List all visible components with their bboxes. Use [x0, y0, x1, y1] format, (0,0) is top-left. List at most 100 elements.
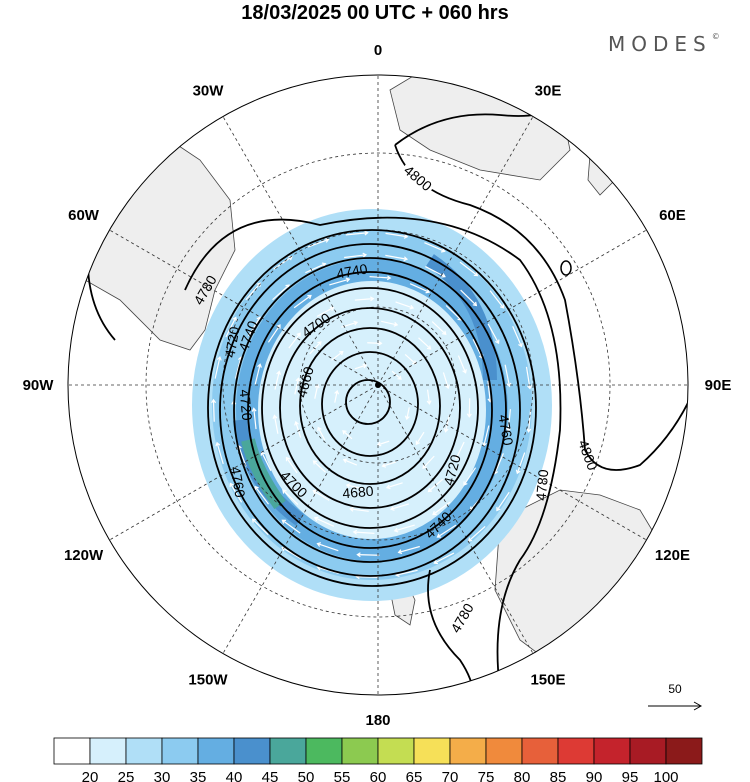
- colorbar-tick-label: 65: [406, 769, 423, 782]
- wind-vector: [356, 552, 380, 558]
- wind-vector: [385, 482, 403, 490]
- colorbar-swatch: [413, 737, 451, 765]
- wind-vector: [294, 420, 302, 438]
- south-pole-marker: [375, 382, 381, 388]
- wind-vector: [352, 529, 375, 535]
- wind-vector: [229, 482, 243, 503]
- wind-vector: [418, 337, 432, 350]
- wind-vector: [376, 440, 390, 447]
- wind-vector: [505, 409, 512, 433]
- wind-vector: [334, 389, 340, 403]
- wind-vector: [254, 485, 269, 505]
- colorbar-tick-label: 35: [190, 769, 207, 782]
- land-australia: [494, 489, 671, 671]
- colorbar-swatch: [521, 737, 559, 765]
- wind-vector: [317, 426, 326, 441]
- wind-vector: [466, 398, 472, 418]
- colorbar: 20 25 30 35 40 45 50 55 60 65 70 75 80 85 90 95 100: [53, 737, 703, 782]
- wind-vector: [354, 296, 375, 302]
- contour-label: 4680: [342, 483, 375, 502]
- wind-vector: [285, 456, 298, 474]
- colorbar-tick-label: 100: [653, 769, 678, 782]
- colorbar-tick-label: 30: [154, 769, 171, 782]
- meridian-labels: 0 30E 60E 90E 120E 150E 180 150W 120W 90W 60W 30W: [23, 42, 732, 729]
- contour-label: 4720: [237, 389, 256, 422]
- wind-vector: [504, 364, 512, 388]
- contour-label: 4740: [335, 260, 369, 281]
- wind-vector: [245, 282, 262, 301]
- copyright-mark: ©: [711, 32, 720, 41]
- land-south-america: [68, 139, 236, 351]
- map-title: 18/03/2025 00 UTC + 060 hrs: [241, 2, 509, 24]
- wind-vector: [367, 340, 383, 346]
- wind-vector: [281, 519, 301, 534]
- wind-vector: [288, 332, 301, 349]
- wind-vector: [345, 483, 363, 490]
- wind-vector: [267, 324, 281, 343]
- wind-vector: [312, 489, 330, 501]
- contour-label: 4720: [440, 453, 464, 487]
- wind-vector: [274, 370, 282, 390]
- contour-label: 4660: [293, 365, 317, 399]
- wind-vector: [385, 232, 409, 239]
- colorbar-tick-label: 20: [82, 769, 99, 782]
- contour-closed-high: [560, 260, 572, 276]
- colorbar-tick-label: 60: [370, 769, 387, 782]
- wind-vector: [496, 491, 510, 512]
- colorbar-tick-label: 80: [514, 769, 531, 782]
- wind-vector: [272, 414, 279, 434]
- wind-vector: [460, 289, 478, 307]
- wind-vector: [404, 407, 410, 421]
- reference-vector-label: 50: [668, 682, 682, 696]
- meridian-line: [377, 116, 534, 386]
- wind-vector: [225, 316, 237, 338]
- wind-vector: [312, 460, 326, 473]
- wind-vector: [512, 326, 523, 348]
- meridian-label: 180: [365, 712, 390, 729]
- colorbar-tick-label: 50: [298, 769, 315, 782]
- wind-vector: [293, 294, 312, 309]
- wind-vector: [331, 350, 344, 361]
- wind-vector: [397, 545, 420, 555]
- wind-vector: [467, 526, 486, 542]
- lat-lon-grid: [68, 75, 688, 695]
- colorbar-swatch: [269, 737, 307, 765]
- meridian-line: [377, 384, 534, 654]
- wind-vector: [526, 409, 532, 433]
- wind-vector: [381, 320, 399, 327]
- wind-vector: [273, 256, 293, 270]
- colorbar-tick-label: 95: [622, 769, 639, 782]
- wind-vector: [426, 389, 432, 405]
- wind-vector: [459, 261, 479, 277]
- wind-core-low: [302, 320, 442, 470]
- map-boundary: [67, 74, 689, 696]
- colorbar-swatch: [53, 737, 91, 765]
- land-africa: [389, 75, 571, 181]
- wind-vector: [251, 518, 269, 536]
- colorbar-tick-label: 55: [334, 769, 351, 782]
- wind-vector: [307, 238, 330, 248]
- meridian-line: [377, 229, 647, 386]
- wind-vector: [389, 503, 410, 511]
- contour-4690: [279, 307, 461, 509]
- map-disk: [68, 75, 688, 695]
- wind-vector: [457, 355, 467, 374]
- wind-vector: [431, 321, 447, 336]
- wind-vector: [487, 323, 500, 345]
- wind-vector: [433, 552, 455, 565]
- wind-vector: [409, 283, 431, 294]
- brand-text: MODES: [608, 32, 712, 56]
- colorbar-swatch: [485, 737, 523, 765]
- meridian-label: 150W: [188, 671, 228, 688]
- wind-vector: [422, 455, 435, 469]
- wind-vector: [305, 262, 327, 274]
- wind-vector: [294, 377, 301, 395]
- latitude-circle-outer: [145, 152, 611, 618]
- colorbar-tick-label: 25: [118, 769, 135, 782]
- wind-vector: [349, 506, 369, 512]
- wind-vector: [369, 275, 392, 281]
- meridian-line: [222, 116, 379, 386]
- meridian-line: [222, 384, 379, 654]
- colorbar-swatch: [305, 737, 343, 765]
